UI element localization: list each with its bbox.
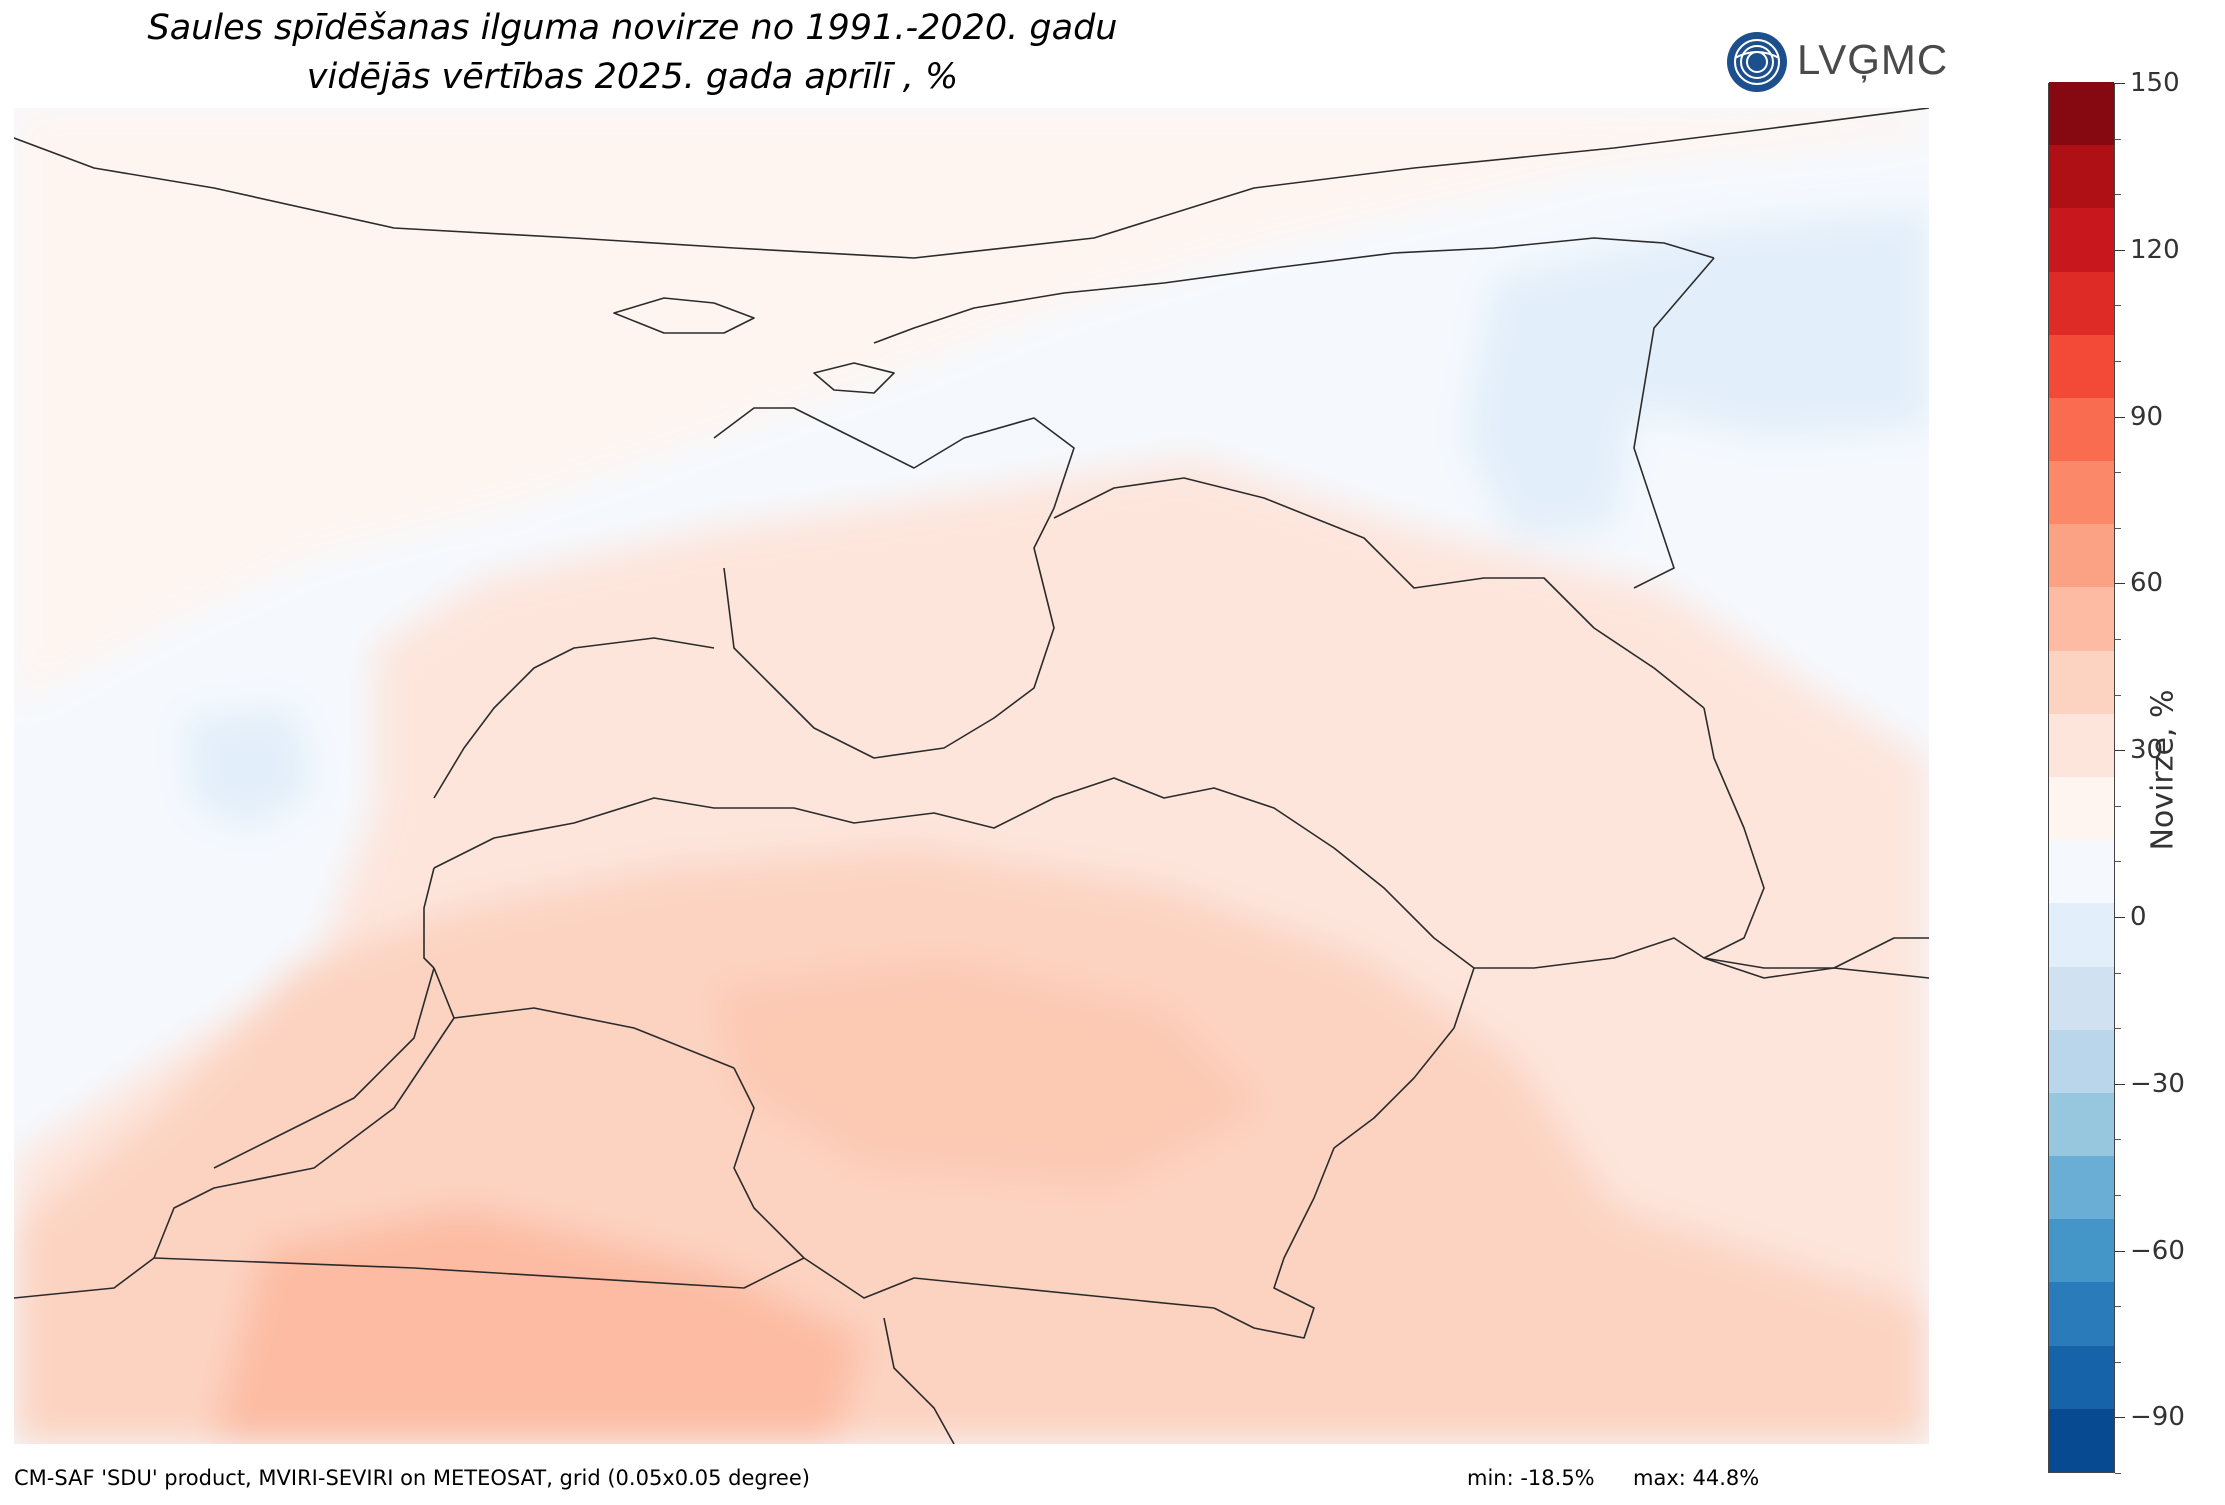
colorbar-segment bbox=[2049, 650, 2114, 714]
lvgmc-logo: LVĢMC bbox=[1725, 28, 1947, 98]
colorbar-tick-label: 90 bbox=[2130, 401, 2164, 432]
colorbar-minor-tick bbox=[2115, 194, 2121, 196]
curonian-spit bbox=[213, 967, 435, 1169]
colorbar-segment bbox=[2049, 1218, 2114, 1283]
colorbar-minor-tick bbox=[2115, 805, 2121, 807]
colorbar-major-tick bbox=[2115, 1250, 2125, 1252]
colorbar-minor-tick bbox=[2115, 361, 2121, 362]
colorbar-segment bbox=[2049, 1092, 2114, 1157]
colorbar-segment bbox=[2049, 586, 2114, 651]
colorbar-minor-tick bbox=[2115, 1195, 2121, 1196]
finland-coast bbox=[14, 108, 1929, 259]
colorbar-major-tick bbox=[2115, 750, 2125, 752]
lvgmc-logo-text: LVĢMC bbox=[1797, 36, 1949, 83]
lithuania-belarus-border bbox=[1213, 967, 1475, 1339]
lvgmc-logo-icon bbox=[1727, 32, 1787, 92]
region-estonia bbox=[14, 108, 1929, 708]
saaremaa-island bbox=[613, 297, 755, 334]
colorbar-major-tick bbox=[2115, 583, 2125, 585]
colorbar-major-tick bbox=[2115, 249, 2125, 251]
colorbar-segment bbox=[2049, 839, 2114, 904]
hiiumaa-island bbox=[813, 362, 895, 394]
colorbar-major-tick bbox=[2115, 1417, 2125, 1419]
colorbar-minor-tick bbox=[2115, 305, 2121, 307]
coastlines-and-borders bbox=[14, 108, 1929, 1444]
sunshine-anomaly-map bbox=[14, 108, 1929, 1444]
colorbar-segment bbox=[2049, 966, 2114, 1030]
poland-belarus-border bbox=[883, 1317, 955, 1444]
region-baltic-sea-patch bbox=[184, 708, 314, 828]
estonia-latvia-border bbox=[1053, 477, 1705, 709]
lithuania-coast bbox=[423, 867, 435, 969]
colorbar-tick-label: 60 bbox=[2130, 568, 2164, 599]
colorbar-segment bbox=[2049, 1155, 2114, 1220]
colorbar-segment bbox=[2049, 776, 2114, 841]
colorbar-minor-tick bbox=[2115, 1361, 2121, 1363]
russia-estonia-border bbox=[1633, 257, 1715, 589]
footer-min: min: -18.5% bbox=[1467, 1466, 1595, 1490]
colorbar-segment bbox=[2049, 81, 2114, 146]
colorbar-tick-label: 30 bbox=[2130, 735, 2164, 766]
colorbar-tick-label: −60 bbox=[2130, 1235, 2185, 1266]
colorbar-segment bbox=[2049, 271, 2114, 335]
region-lt-centre bbox=[714, 958, 1264, 1188]
belarus-russia-border bbox=[1703, 957, 1929, 979]
colorbar-segment bbox=[2049, 1408, 2114, 1472]
lithuania-kaliningrad-border bbox=[433, 967, 735, 1069]
lithuania-poland-border bbox=[733, 1067, 1215, 1309]
colorbar-major-tick bbox=[2115, 416, 2125, 418]
colorbar-minor-tick bbox=[2115, 639, 2121, 640]
colorbar-minor-tick bbox=[2115, 138, 2121, 140]
colorbar-segment bbox=[2049, 460, 2114, 525]
colorbar-minor-tick bbox=[2115, 861, 2121, 863]
latvia-lithuania-border bbox=[433, 777, 1929, 969]
colorbar bbox=[2048, 81, 2115, 1473]
latvia-west-coast bbox=[433, 637, 715, 799]
region-russia-east bbox=[1464, 208, 1929, 538]
footer-max: max: 44.8% bbox=[1633, 1466, 1760, 1490]
colorbar-segment bbox=[2049, 144, 2114, 209]
colorbar-minor-tick bbox=[2115, 1028, 2121, 1030]
colorbar-minor-tick bbox=[2115, 527, 2121, 529]
colorbar-segment bbox=[2049, 1029, 2114, 1093]
colorbar-segment bbox=[2049, 397, 2114, 462]
colorbar-minor-tick bbox=[2115, 1306, 2121, 1308]
colorbar-minor-tick bbox=[2115, 472, 2121, 474]
colorbar-tick-label: 0 bbox=[2130, 902, 2147, 932]
colorbar-major-tick bbox=[2115, 917, 2125, 918]
estonia-coast bbox=[873, 237, 1715, 344]
colorbar-minor-tick bbox=[2115, 972, 2121, 974]
colorbar-minor-tick bbox=[2115, 1139, 2121, 1141]
footer-source: CM-SAF 'SDU' product, MVIRI-SEVIRI on ME… bbox=[14, 1466, 810, 1490]
colorbar-tick-label: 150 bbox=[2130, 68, 2180, 98]
colorbar-title: Novirze, % bbox=[2145, 689, 2181, 851]
colorbar-segment bbox=[2049, 713, 2114, 777]
colorbar-tick-label: 120 bbox=[2130, 234, 2180, 265]
colorbar-minor-tick bbox=[2115, 694, 2121, 696]
colorbar-tick-label: −90 bbox=[2130, 1402, 2185, 1433]
colorbar-minor-tick bbox=[2115, 1473, 2121, 1474]
kaliningrad-poland-border bbox=[153, 1257, 805, 1289]
map-title-line-1: Saules spīdēšanas ilguma novirze no 1991… bbox=[147, 8, 1118, 48]
latvia-russia-border bbox=[1703, 707, 1765, 959]
map-title: Saules spīdēšanas ilguma novirze no 1991… bbox=[0, 4, 1265, 102]
colorbar-segment bbox=[2049, 902, 2114, 967]
colorbar-segment bbox=[2049, 523, 2114, 588]
colorbar-segment bbox=[2049, 1281, 2114, 1346]
colorbar-major-tick bbox=[2115, 83, 2125, 84]
colorbar-major-tick bbox=[2115, 1083, 2125, 1085]
colorbar-segment bbox=[2049, 207, 2114, 272]
colorbar-tick-label: −30 bbox=[2130, 1068, 2185, 1099]
colorbar-segment bbox=[2049, 334, 2114, 398]
gulf-of-riga-coast bbox=[713, 407, 1075, 759]
map-title-line-2: vidējās vērtības 2025. gada aprīlī , % bbox=[306, 57, 959, 97]
kaliningrad-coast bbox=[14, 1017, 455, 1299]
colorbar-segment bbox=[2049, 1345, 2114, 1409]
